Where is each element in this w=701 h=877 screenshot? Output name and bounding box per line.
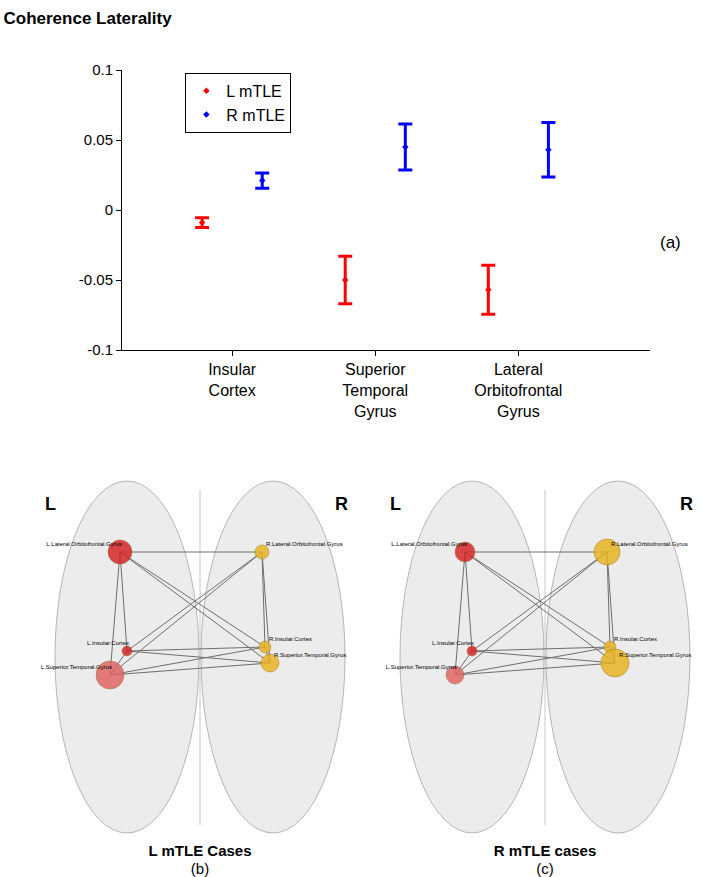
svg-text:LateralOrbitofrontalGyrus: LateralOrbitofrontalGyrus <box>474 361 562 420</box>
svg-text:L.Insular.Cortex: L.Insular.Cortex <box>432 640 474 646</box>
svg-text:L.Superior.Temporal.Gyrus: L.Superior.Temporal.Gyrus <box>41 664 112 670</box>
svg-text:(b): (b) <box>191 860 209 877</box>
svg-text:L.Lateral.Orbitofrontal.Gyrus: L.Lateral.Orbitofrontal.Gyrus <box>391 541 467 547</box>
svg-text:L: L <box>390 494 401 514</box>
svg-text:L mTLE Cases: L mTLE Cases <box>148 842 251 859</box>
svg-text:-0.1: -0.1 <box>87 341 113 358</box>
svg-text:0: 0 <box>105 201 113 218</box>
svg-text:(c): (c) <box>536 860 554 877</box>
svg-text:R mTLE: R mTLE <box>226 107 285 124</box>
svg-text:R.Insular.Cortex: R.Insular.Cortex <box>614 636 657 642</box>
svg-text:L: L <box>45 494 56 514</box>
svg-text:R.Superior.Temporal.Gyrus: R.Superior.Temporal.Gyrus <box>274 652 346 658</box>
svg-text:Coherence Laterality: Coherence Laterality <box>4 9 173 28</box>
svg-text:SuperiorTemporalGyrus: SuperiorTemporalGyrus <box>342 361 408 420</box>
svg-text:R mTLE cases: R mTLE cases <box>494 842 597 859</box>
svg-text:R.Insular.Cortex: R.Insular.Cortex <box>269 636 312 642</box>
svg-text:L.Superior.Temporal.Gyrus: L.Superior.Temporal.Gyrus <box>386 664 457 670</box>
svg-text:-0.05: -0.05 <box>79 271 113 288</box>
svg-text:R.Superior.Temporal.Gyrus: R.Superior.Temporal.Gyrus <box>619 652 691 658</box>
svg-text:L.Insular.Cortex: L.Insular.Cortex <box>87 640 129 646</box>
svg-text:R.Lateral.Orbitofrontal.Gyrus: R.Lateral.Orbitofrontal.Gyrus <box>266 541 343 547</box>
svg-text:L.Lateral.Orbitofrontal.Gyrus: L.Lateral.Orbitofrontal.Gyrus <box>46 541 122 547</box>
svg-text:0.1: 0.1 <box>92 61 113 78</box>
svg-text:InsularCortex: InsularCortex <box>208 361 257 399</box>
svg-text:R: R <box>335 494 348 514</box>
svg-text:R: R <box>680 494 693 514</box>
svg-text:(a): (a) <box>660 233 681 252</box>
svg-text:L mTLE: L mTLE <box>226 83 281 100</box>
svg-text:R.Lateral.Orbitofrontal.Gyrus: R.Lateral.Orbitofrontal.Gyrus <box>611 541 688 547</box>
svg-text:0.05: 0.05 <box>84 131 113 148</box>
